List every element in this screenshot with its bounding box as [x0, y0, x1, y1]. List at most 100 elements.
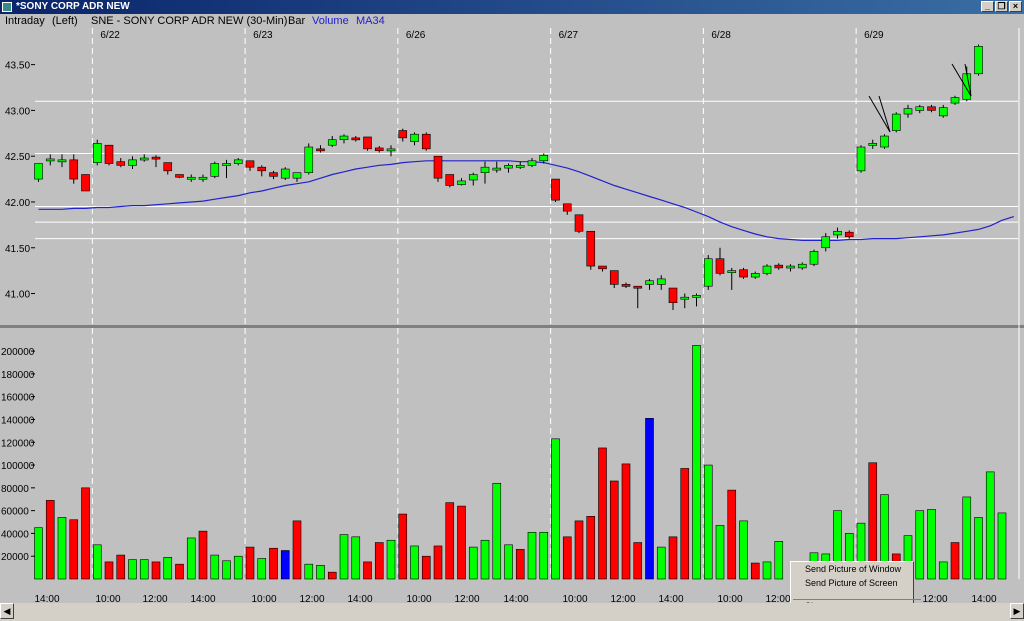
volume-bar [339, 534, 349, 580]
candle-body [562, 203, 572, 212]
time-tick-label: 10:00 [95, 594, 120, 605]
candle-body [821, 236, 831, 249]
volume-bar [762, 561, 772, 580]
volume-bar [163, 557, 173, 580]
volume-bar [950, 542, 960, 580]
candle-body [457, 180, 466, 185]
candle-body [433, 155, 443, 179]
volume-bar [351, 536, 361, 580]
candle-body [727, 270, 737, 273]
candle-body [363, 136, 372, 150]
candle-body [445, 174, 455, 186]
volume-bar [386, 539, 396, 580]
candle-body [950, 97, 960, 104]
volume-tick-label: 120000 [1, 438, 35, 449]
candle-body [92, 143, 102, 163]
candle-body [809, 251, 819, 265]
volume-bar [586, 516, 596, 580]
time-tick-label: 14:00 [34, 594, 59, 605]
volume-bar [574, 520, 584, 580]
volume-tick-label: 60000 [1, 507, 29, 518]
volume-bar [692, 345, 701, 580]
candle-body [574, 214, 584, 232]
price-tick-label: 43.50 [5, 61, 30, 72]
time-tick-label: 12:00 [922, 594, 947, 605]
candle-body [186, 176, 196, 180]
candle-body [316, 148, 325, 152]
mode-label[interactable]: Intraday [5, 15, 45, 27]
menu-item-send-screen[interactable]: Send Picture of Screen [805, 578, 898, 588]
candle-body [786, 265, 795, 269]
candle-body [163, 162, 173, 172]
volume-tick-label: 80000 [1, 484, 29, 495]
candle-body [515, 165, 525, 168]
volume-bar [492, 482, 502, 580]
volume-bar [304, 563, 314, 580]
symbol-label[interactable]: SNE - SONY CORP ADR NEW (30-Min) [91, 15, 288, 27]
volume-bar [374, 542, 384, 580]
volume-bar [363, 561, 372, 580]
candle-body [504, 165, 513, 169]
time-tick-label: 10:00 [406, 594, 431, 605]
candle-body [304, 146, 314, 173]
candle-body [891, 113, 901, 131]
scroll-right-arrow-icon[interactable]: ▶ [1010, 603, 1024, 619]
menu-item-send-window[interactable]: Send Picture of Window [805, 564, 902, 574]
volume-bar [985, 471, 995, 580]
candle-body [81, 174, 90, 192]
volume-bar [551, 438, 560, 580]
candle-body [844, 231, 854, 238]
volume-bar [186, 537, 196, 580]
volume-bar [116, 554, 126, 580]
app-icon [2, 2, 12, 12]
candle-body [938, 107, 948, 117]
volume-bar [504, 544, 513, 580]
candle-body [198, 176, 208, 180]
candle-body [398, 130, 408, 139]
volume-bar [750, 562, 760, 580]
volume-bar [104, 561, 114, 580]
panel-divider [0, 325, 1024, 328]
volume-tick-label: 140000 [1, 415, 35, 426]
volume-tick-label: 180000 [1, 370, 35, 381]
volume-bar [222, 560, 231, 580]
scale-label[interactable]: (Left) [52, 15, 78, 27]
candle-body [104, 144, 114, 164]
scroll-left-arrow-icon[interactable]: ◀ [0, 603, 14, 619]
candle-body [45, 158, 55, 162]
minimize-button[interactable]: _ [981, 1, 994, 12]
volume-bar [774, 541, 784, 580]
date-label: 6/23 [253, 30, 273, 41]
horizontal-scrollbar[interactable] [0, 603, 1024, 621]
close-button[interactable]: × [1009, 1, 1022, 12]
candle-body [233, 159, 243, 164]
candle-body [34, 163, 43, 180]
volume-bar [327, 571, 337, 580]
volume-bar [457, 505, 466, 580]
candle-body [868, 143, 878, 146]
candle-body [480, 166, 490, 173]
annotation-mark [964, 63, 972, 97]
ma34-line [38, 160, 1014, 241]
volume-bar [915, 510, 925, 580]
candle-body [551, 178, 560, 201]
window-title-bar: *SONY CORP ADR NEW _ ❐ × [0, 0, 1024, 14]
time-tick-label: 14:00 [503, 594, 528, 605]
candle-body [292, 172, 302, 179]
volume-study-label[interactable]: Volume [312, 15, 349, 27]
volume-bar [527, 531, 537, 580]
restore-button[interactable]: ❐ [995, 1, 1008, 12]
candle-body [750, 273, 760, 278]
candle-body [856, 146, 866, 172]
volume-bar [974, 517, 983, 580]
volume-bar [421, 555, 431, 580]
candle-body [222, 163, 231, 166]
volume-bar [703, 464, 713, 580]
volume-bar [927, 509, 936, 580]
chart-type-label[interactable]: Bar [288, 15, 306, 27]
volume-bar [468, 546, 478, 580]
ma-study-label[interactable]: MA34 [356, 15, 385, 27]
candle-body [645, 280, 654, 285]
volume-bar [139, 559, 149, 580]
